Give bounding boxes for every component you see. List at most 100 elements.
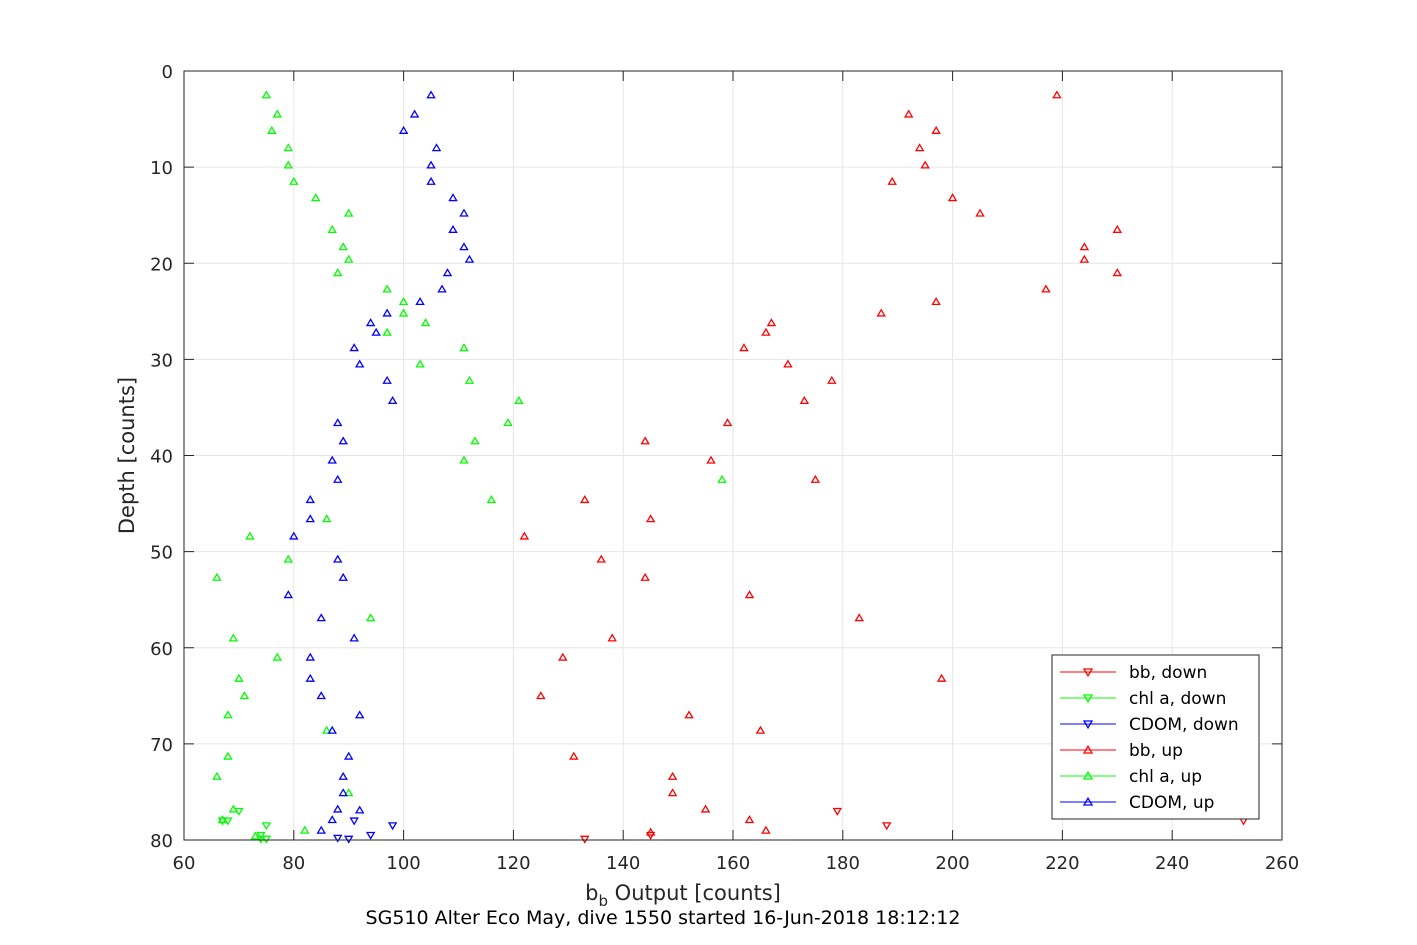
data-point [580,835,590,844]
legend-label: chl a, down [1129,689,1226,709]
data-point [343,751,354,760]
data-point [332,474,343,483]
legend-marker [1082,668,1094,678]
y-tick-label: 60 [150,639,173,660]
data-point [267,125,277,134]
data-point [338,771,348,780]
data-point [459,208,469,217]
data-point [931,125,941,134]
x-tick-label: 100 [386,853,420,874]
x-tick-label: 260 [1265,853,1299,874]
data-point [947,193,958,202]
legend-item: bb, up [1060,741,1183,761]
data-point [316,691,326,700]
data-point [569,751,579,760]
data-point [415,296,425,306]
data-point [755,725,766,734]
x-tick-label: 180 [826,853,860,874]
data-point [305,495,316,504]
data-point [327,725,337,734]
legend-marker [1082,694,1094,704]
data-point [931,296,941,306]
data-point [349,817,359,826]
data-point [250,831,261,840]
y-tick-label: 50 [150,543,173,564]
data-point [426,160,436,169]
data-point [459,242,469,251]
data-point [503,418,513,427]
legend-label: chl a, up [1129,767,1202,787]
data-point [387,822,398,831]
data-point [256,831,266,840]
y-tick-label: 10 [150,158,173,179]
data-point [322,725,332,734]
x-tick-label: 60 [173,853,196,874]
data-point [684,710,694,719]
data-point [354,805,365,814]
data-point [810,474,821,483]
data-point [936,673,947,682]
data-point [1079,242,1090,251]
data-point [766,318,777,327]
x-tick-label: 80 [282,853,305,874]
data-point [371,327,381,336]
data-point [354,710,365,719]
data-point [305,652,316,661]
data-point [365,613,376,622]
data-point [316,825,326,834]
data-point [343,208,354,217]
data-point [283,590,294,599]
data-point [387,396,398,405]
series-4 [212,90,727,840]
data-point [914,143,925,152]
data-point [881,822,892,831]
data-point [343,788,354,797]
data-point [459,343,469,352]
data-point [1052,90,1062,99]
x-tick-label: 240 [1155,853,1189,874]
data-point [354,359,365,368]
data-point [311,193,321,202]
data-point [217,815,228,824]
data-point [332,418,343,427]
data-point [640,572,650,581]
data-point [722,418,733,427]
data-point [382,284,392,293]
data-point [343,835,354,844]
data-point [349,343,359,352]
legend-marker [1082,720,1094,730]
x-axis-label: bb Output [counts] [585,881,781,910]
data-point [398,125,409,134]
data-point [761,327,771,336]
data-point [300,825,310,834]
data-point [223,710,233,719]
y-tick-label: 20 [150,254,173,275]
data-point [332,834,343,843]
x-tick-label: 120 [496,853,530,874]
data-point [332,554,343,563]
series-2 [332,817,398,844]
data-point [470,436,480,445]
y-tick-label: 40 [150,447,173,468]
data-point [799,396,810,405]
data-point [717,474,727,483]
data-point [272,109,283,118]
data-point [442,268,453,277]
y-tick-label: 0 [162,62,173,83]
data-point [448,193,458,202]
data-point [338,788,348,797]
data-point [283,160,294,169]
data-point [903,109,914,118]
data-point [580,495,590,504]
data-point [1112,224,1123,233]
chart-caption: SG510 Alter Eco May, dive 1550 started 1… [366,907,961,929]
data-point [876,308,886,317]
data-point [382,375,392,384]
legend-item: CDOM, up [1060,793,1214,813]
data-point [223,817,233,826]
data-point [667,771,678,780]
data-point [607,633,617,642]
data-point [332,804,343,813]
data-point [327,224,337,233]
legend-box [1051,654,1260,820]
